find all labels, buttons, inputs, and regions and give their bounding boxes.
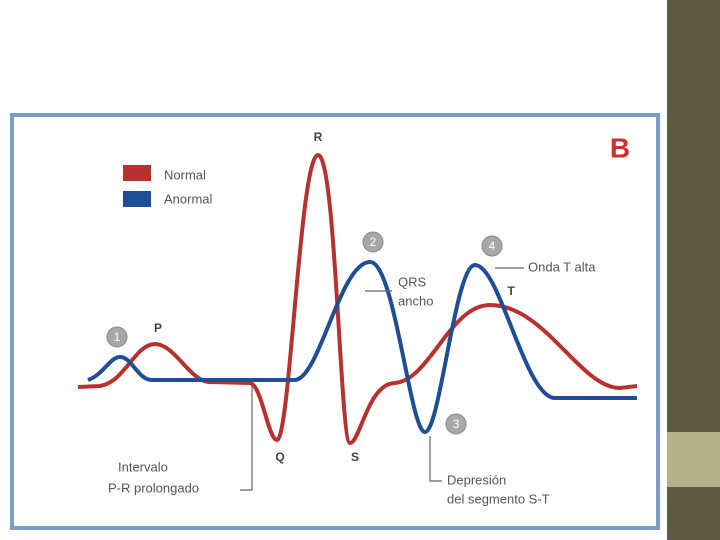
annotation: QRS bbox=[398, 274, 427, 289]
marker bbox=[481, 235, 503, 257]
annotation: Onda T alta bbox=[528, 259, 596, 274]
marker-label: 2 bbox=[370, 235, 377, 249]
panel-frame bbox=[10, 113, 660, 530]
annotation: Intervalo bbox=[118, 459, 168, 474]
abnormal-curve bbox=[87, 259, 637, 435]
marker bbox=[445, 413, 467, 435]
leader-line bbox=[429, 436, 442, 482]
annotation: Depresión bbox=[447, 472, 506, 487]
wave-label: S bbox=[351, 450, 359, 464]
leader-line bbox=[240, 385, 253, 491]
marker bbox=[106, 326, 128, 348]
normal-curve bbox=[77, 152, 638, 446]
annotation: del segmento S-T bbox=[447, 491, 550, 506]
marker bbox=[362, 231, 384, 253]
wave-label: Q bbox=[275, 450, 284, 464]
side-band bbox=[667, 432, 720, 487]
marker-label: 1 bbox=[114, 330, 121, 344]
marker-label: 4 bbox=[489, 239, 496, 253]
legend-swatch bbox=[123, 191, 151, 207]
wave-label: T bbox=[507, 284, 515, 298]
annotation: ancho bbox=[398, 293, 433, 308]
panel-label: B bbox=[610, 132, 630, 163]
marker-label: 3 bbox=[453, 417, 460, 431]
annotation: P-R prolongado bbox=[108, 480, 199, 495]
wave-label: R bbox=[314, 130, 323, 144]
legend-swatch bbox=[123, 165, 151, 181]
legend-label: Anormal bbox=[164, 191, 213, 206]
wave-label: P bbox=[154, 321, 162, 335]
legend-label: Normal bbox=[164, 167, 206, 182]
